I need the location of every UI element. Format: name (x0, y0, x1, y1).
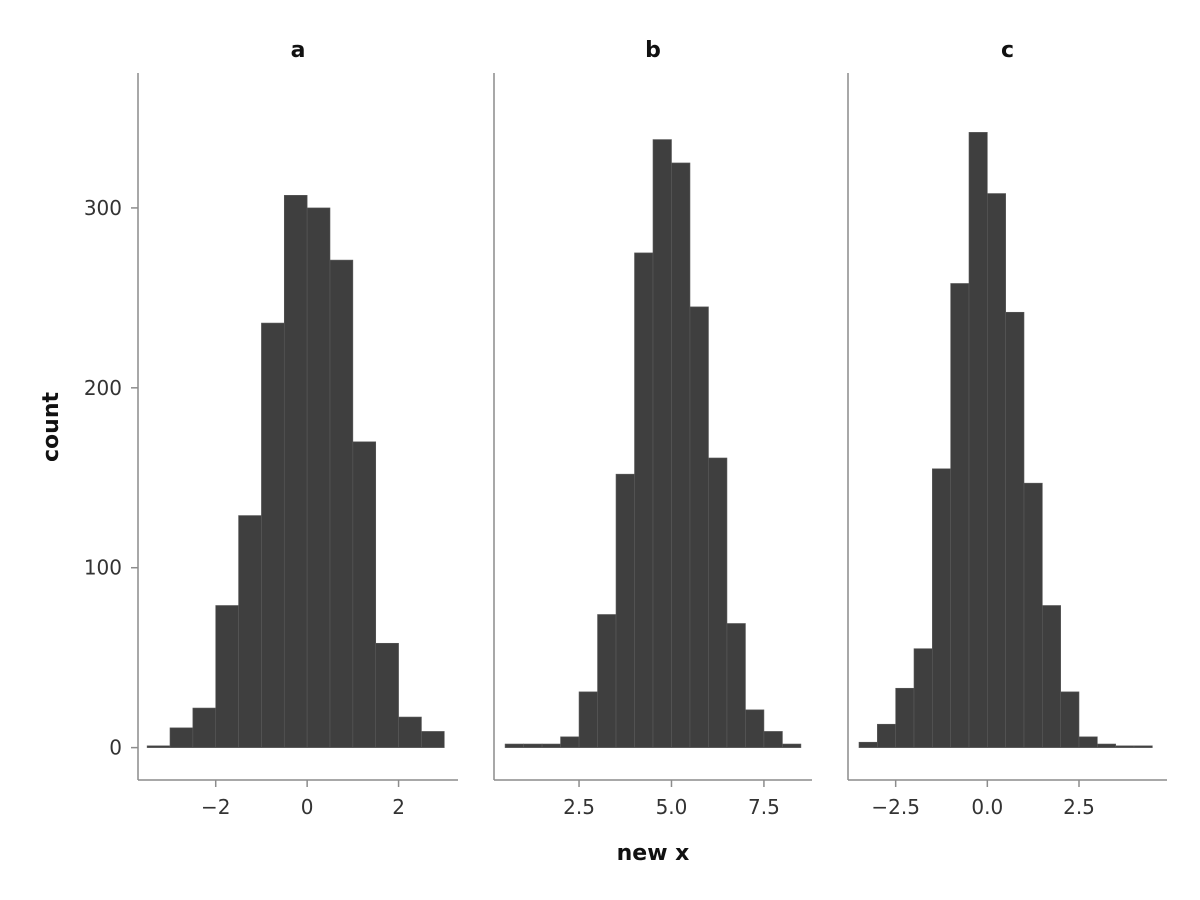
histogram-bar (261, 322, 285, 748)
panel-a: a −2 0 2 (137, 38, 458, 819)
histogram-bar (421, 731, 445, 748)
histogram-bar (1133, 745, 1153, 748)
histogram-bar (968, 132, 988, 748)
histogram-bar (352, 441, 377, 748)
histogram-bar (689, 306, 709, 748)
histogram-bar (578, 691, 598, 748)
histogram-bar (215, 605, 239, 748)
histogram-bar (541, 743, 561, 748)
x-tick-label: −2 (201, 795, 230, 819)
x-tick-label: 2.5 (1063, 795, 1095, 819)
histogram-bar (146, 745, 171, 748)
histogram-bar (615, 473, 635, 748)
histogram-bar (634, 252, 654, 748)
y-axis-title: count (39, 392, 64, 462)
y-tick-label: 200 (84, 376, 122, 400)
histogram-bar (169, 727, 194, 748)
histogram-bar (1023, 482, 1043, 748)
y-tick-label: 100 (84, 556, 122, 580)
histogram-bar (192, 707, 217, 748)
histogram-bar (708, 457, 728, 748)
panel-title-c: c (1001, 38, 1014, 63)
histogram-bar (987, 193, 1006, 748)
histogram-bar (913, 648, 933, 748)
histogram-bar (283, 195, 308, 748)
histogram-bar (1115, 745, 1135, 748)
histogram-bar (329, 259, 354, 748)
x-tick-label: 2 (392, 795, 405, 819)
histogram-bar (745, 709, 765, 748)
histogram-bar (950, 283, 970, 748)
histogram-bar (1042, 605, 1061, 748)
x-tick-label: −2.5 (871, 795, 920, 819)
panel-c: c −2.5 0.0 2.5 (847, 38, 1167, 819)
y-axis: 0 100 200 300 (84, 196, 138, 760)
histogram-bar (652, 139, 672, 748)
histogram-bar (523, 743, 543, 748)
histogram-bar (932, 468, 951, 748)
x-tick-label: 0 (301, 795, 314, 819)
histogram-bar (1005, 311, 1025, 748)
histogram-bar (398, 716, 422, 748)
x-tick-label: 2.5 (563, 795, 595, 819)
panel-b: b 2.5 5.0 7.5 (493, 38, 812, 819)
y-tick-label: 300 (84, 196, 122, 220)
histogram-bar (597, 614, 617, 748)
histogram-bar (238, 515, 262, 748)
panel-title-b: b (645, 38, 661, 63)
x-tick-label: 7.5 (748, 795, 780, 819)
histogram-bar (504, 743, 524, 748)
histogram-bar (671, 162, 691, 748)
histogram-bar (375, 642, 399, 748)
x-tick-label: 0.0 (971, 795, 1003, 819)
histogram-bar (877, 723, 896, 748)
histogram-bar (782, 743, 802, 748)
histogram-bar (1097, 743, 1116, 748)
x-tick-label: 5.0 (656, 795, 688, 819)
panels-group: a −2 0 2 b 2.5 5.0 7.5 c −2.5 0.0 2.5 (137, 38, 1167, 819)
x-axis-title: new x (617, 841, 690, 866)
histogram-bar (895, 687, 915, 748)
histogram-bar (306, 207, 331, 748)
histogram-bar (858, 741, 878, 748)
histogram-bar (560, 736, 580, 748)
panel-title-a: a (291, 38, 306, 63)
histogram-bar (763, 731, 783, 748)
histogram-bar (1078, 736, 1098, 748)
histogram-bar (726, 623, 746, 748)
y-tick-label: 0 (109, 736, 122, 760)
histogram-bar (1060, 691, 1080, 748)
